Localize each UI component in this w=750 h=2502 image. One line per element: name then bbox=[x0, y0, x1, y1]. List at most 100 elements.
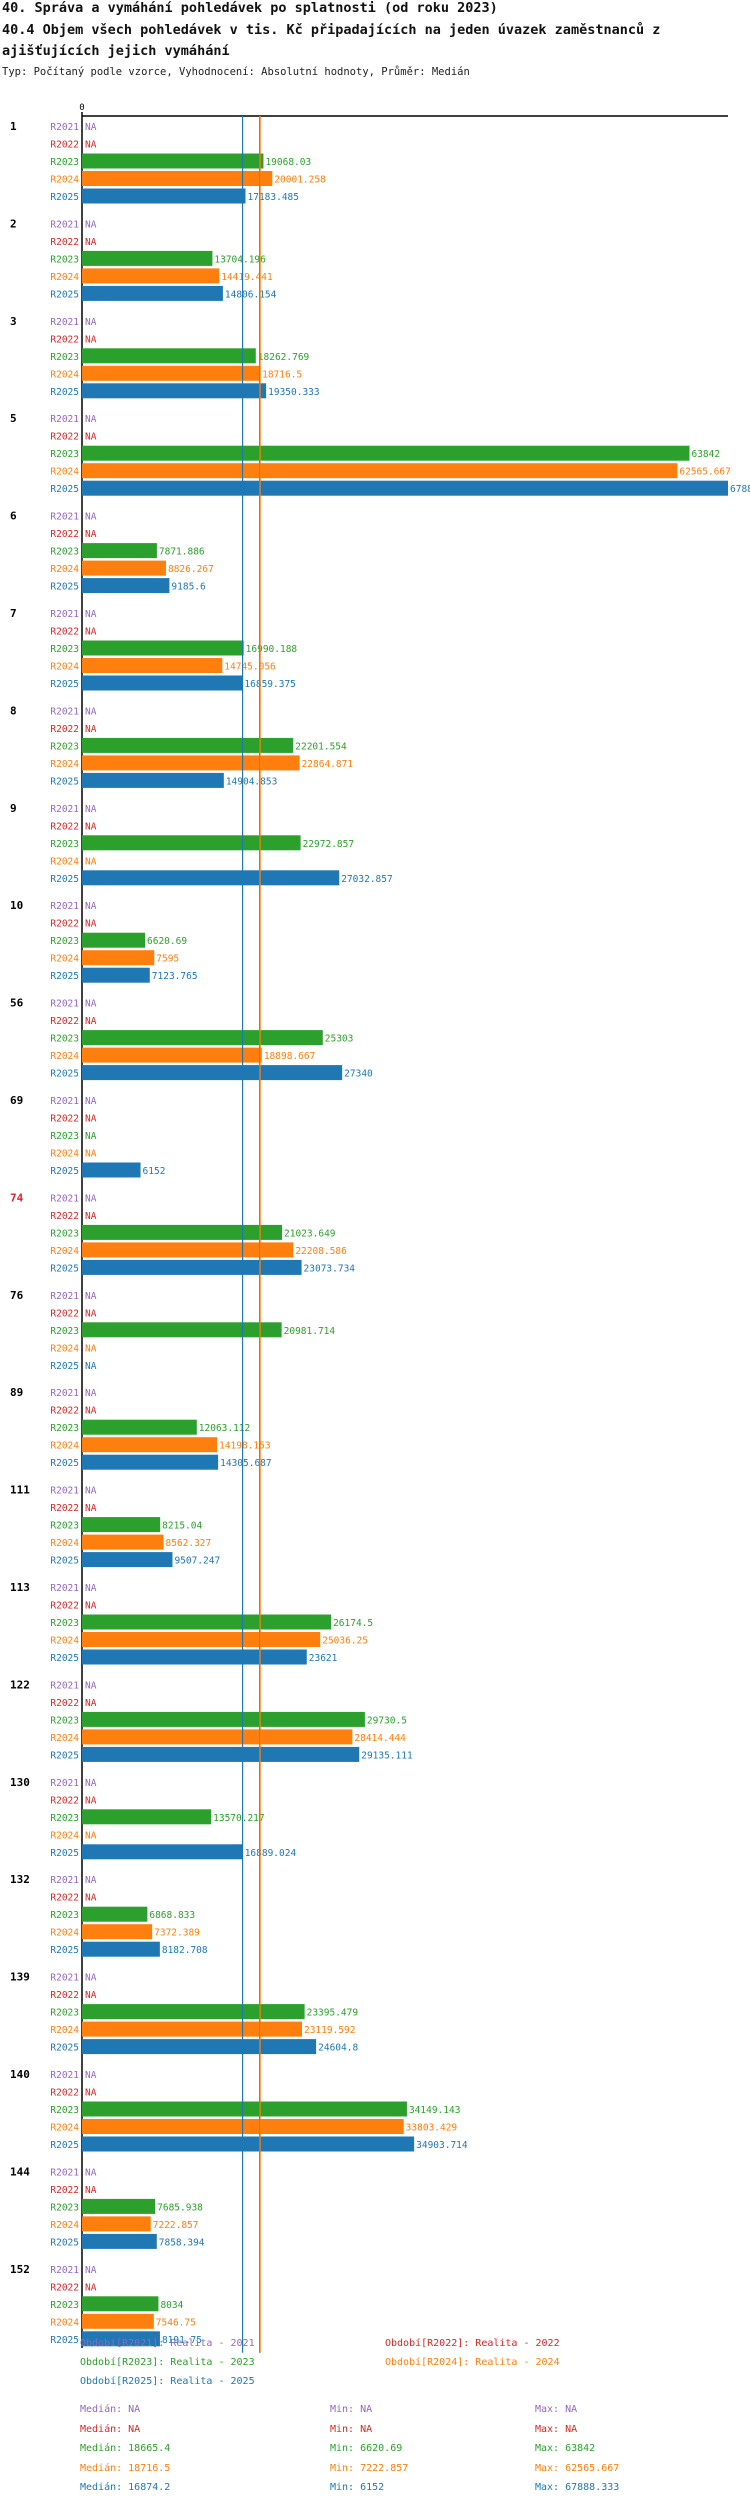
series-label: R2022 bbox=[50, 1503, 79, 1514]
data-label: 19068.03 bbox=[265, 157, 311, 168]
na-label: NA bbox=[85, 317, 97, 328]
series-label: R2021 bbox=[50, 219, 79, 230]
na-label: NA bbox=[85, 1406, 97, 1417]
stat-max: Max: NA bbox=[535, 2423, 578, 2435]
data-label: 14305.687 bbox=[220, 1458, 271, 1469]
na-label: NA bbox=[85, 219, 97, 230]
series-label: R2021 bbox=[50, 414, 79, 425]
bar bbox=[82, 2039, 317, 2055]
bar bbox=[82, 932, 146, 948]
bar bbox=[82, 1552, 173, 1568]
bar bbox=[82, 950, 155, 966]
na-label: NA bbox=[85, 1211, 97, 1222]
bar bbox=[82, 1632, 321, 1647]
na-label: NA bbox=[85, 804, 97, 815]
series-label: R2025 bbox=[50, 1945, 79, 1956]
bar bbox=[82, 2136, 415, 2152]
na-label: NA bbox=[85, 1795, 97, 1806]
data-label: 13570.217 bbox=[213, 1813, 264, 1824]
na-label: NA bbox=[85, 821, 97, 832]
bar bbox=[82, 658, 223, 673]
category-label: 7 bbox=[10, 607, 17, 620]
stat-max: Max: 62565.667 bbox=[535, 2462, 620, 2474]
category-label: 56 bbox=[10, 997, 24, 1010]
category-label: 111 bbox=[10, 1484, 30, 1497]
series-label: R2021 bbox=[50, 1973, 79, 1984]
category-label: 113 bbox=[10, 1581, 30, 1594]
data-label: 7222.857 bbox=[153, 2220, 199, 2231]
bar bbox=[82, 1711, 365, 1727]
data-label: 7123.765 bbox=[152, 971, 198, 982]
series-label: R2025 bbox=[50, 1263, 79, 1274]
stat-median: Medián: 18665.4 bbox=[80, 2443, 171, 2454]
data-label: 18898.667 bbox=[264, 1051, 315, 1062]
series-label: R2025 bbox=[50, 582, 79, 593]
chart-subtitle: Typ: Počítaný podle vzorce, Vyhodnocení:… bbox=[2, 66, 470, 78]
series-label: R2022 bbox=[50, 529, 79, 540]
data-label: 24604.8 bbox=[318, 2043, 358, 2054]
bar bbox=[82, 1614, 332, 1630]
data-label: 22208.586 bbox=[295, 1246, 347, 1257]
series-label: R2024 bbox=[50, 856, 79, 867]
series-label: R2021 bbox=[50, 2070, 79, 2081]
data-label: 20001.258 bbox=[274, 175, 326, 186]
bar bbox=[82, 365, 261, 381]
data-label: 21023.649 bbox=[284, 1228, 336, 1239]
na-label: NA bbox=[85, 1601, 97, 1612]
bar bbox=[82, 171, 273, 186]
chart-title-line2: ajišťujících jejich vymáhání bbox=[2, 43, 230, 59]
bar bbox=[82, 2004, 305, 2020]
series-label: R2021 bbox=[50, 512, 79, 523]
category-label: 10 bbox=[10, 899, 23, 912]
series-label: R2022 bbox=[50, 432, 79, 443]
na-label: NA bbox=[85, 140, 97, 151]
series-label: R2023 bbox=[50, 1423, 79, 1434]
series-label: R2025 bbox=[50, 1848, 79, 1859]
bar bbox=[82, 1224, 283, 1240]
bar bbox=[82, 1162, 141, 1178]
series-label: R2021 bbox=[50, 2265, 79, 2276]
data-label: 23119.592 bbox=[304, 2025, 355, 2036]
series-label: R2024 bbox=[50, 1441, 79, 1452]
data-label: 62565.667 bbox=[679, 467, 730, 478]
series-label: R2022 bbox=[50, 1211, 79, 1222]
series-label: R2023 bbox=[50, 1228, 79, 1239]
series-label: R2021 bbox=[50, 1388, 79, 1399]
na-label: NA bbox=[85, 609, 97, 620]
stat-median: Medián: NA bbox=[80, 2423, 141, 2435]
series-label: R2024 bbox=[50, 2025, 79, 2036]
series-label: R2023 bbox=[50, 1910, 79, 1921]
series-label: R2021 bbox=[50, 609, 79, 620]
category-label: 8 bbox=[10, 704, 17, 717]
data-label: 14745.056 bbox=[224, 662, 276, 673]
data-label: 25036.25 bbox=[322, 1636, 368, 1647]
data-label: 8562.327 bbox=[165, 1538, 211, 1549]
series-label: R2024 bbox=[50, 175, 79, 186]
bar bbox=[82, 1844, 243, 1860]
bar bbox=[82, 445, 690, 461]
na-label: NA bbox=[85, 1503, 97, 1514]
series-label: R2023 bbox=[50, 1521, 79, 1532]
series-label: R2025 bbox=[50, 1166, 79, 1177]
series-label: R2025 bbox=[50, 679, 79, 690]
series-label: R2022 bbox=[50, 724, 79, 735]
series-label: R2025 bbox=[50, 1458, 79, 1469]
na-label: NA bbox=[85, 1830, 97, 1841]
series-label: R2025 bbox=[50, 1750, 79, 1761]
na-label: NA bbox=[85, 724, 97, 735]
series-label: R2024 bbox=[50, 2317, 79, 2328]
na-label: NA bbox=[85, 1698, 97, 1709]
data-label: 25303 bbox=[325, 1034, 354, 1045]
bar bbox=[82, 153, 264, 169]
data-label: 8034 bbox=[160, 2300, 183, 2311]
na-label: NA bbox=[85, 334, 97, 345]
na-label: NA bbox=[85, 919, 97, 930]
na-label: NA bbox=[85, 2167, 97, 2178]
series-label: R2025 bbox=[50, 1556, 79, 1567]
series-label: R2025 bbox=[50, 192, 79, 203]
na-label: NA bbox=[85, 2265, 97, 2276]
series-label: R2024 bbox=[50, 1343, 79, 1354]
na-label: NA bbox=[85, 512, 97, 523]
na-label: NA bbox=[85, 1343, 97, 1354]
bar bbox=[82, 835, 301, 851]
